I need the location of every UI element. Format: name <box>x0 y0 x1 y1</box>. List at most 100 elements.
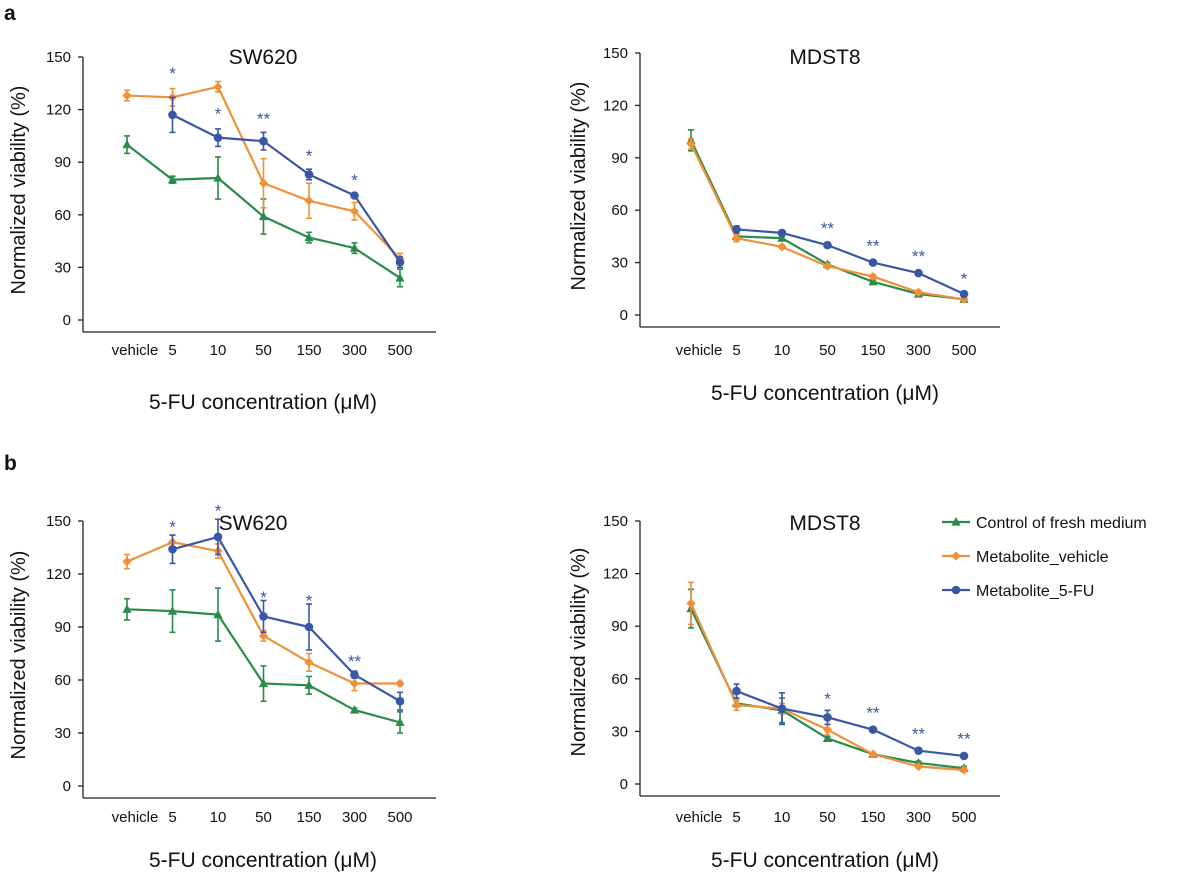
chart-b-mdst8: 0 30 60 90 120 150 vehicle 5 10 50 150 300 500 MDST8 N… <box>568 512 1000 872</box>
significance-mark: ** <box>912 724 926 743</box>
data-point-metabolite-vehicle <box>122 557 132 567</box>
data-point-metabolite-5-fu <box>304 170 314 179</box>
data-point-metabolite-5-fu <box>259 612 268 621</box>
series-line-metabolite-5-fu <box>172 535 401 703</box>
x-tick-label: 5 <box>168 342 176 359</box>
significance-mark: * <box>260 588 267 607</box>
legend-label: Metabolite_vehicle <box>976 549 1109 566</box>
significance-mark: * <box>169 64 176 83</box>
data-point-control-of-fresh-medium <box>304 232 314 242</box>
x-tick-label: 300 <box>342 809 367 826</box>
y-axis-label: Normalized viability (%) <box>8 86 30 295</box>
data-point-metabolite-5-fu <box>395 696 405 706</box>
data-point-metabolite-5-fu <box>168 544 177 554</box>
x-tick-label: 150 <box>296 809 321 826</box>
significance-mark: ** <box>866 236 880 255</box>
data-point-metabolite-vehicle <box>686 139 696 149</box>
y-axis-label: Normalized viability (%) <box>568 548 590 757</box>
y-tick-label: 0 <box>63 312 71 329</box>
x-tick-label: 5 <box>732 342 740 359</box>
legend-marker <box>951 551 961 561</box>
data-point-metabolite-vehicle <box>213 82 223 92</box>
data-point-metabolite-5-fu <box>732 686 741 696</box>
data-point-control-of-fresh-medium <box>167 174 178 184</box>
chart-title: MDST8 <box>789 46 860 69</box>
legend-marker <box>951 585 961 595</box>
y-tick-label: 120 <box>46 102 71 119</box>
significance-mark: * <box>351 171 358 190</box>
y-tick-label: 60 <box>611 671 628 688</box>
data-point-metabolite-vehicle <box>959 765 969 775</box>
data-point-metabolite-vehicle <box>913 761 924 772</box>
data-point-control-of-fresh-medium <box>304 680 314 689</box>
y-tick-label: 30 <box>611 723 628 740</box>
series-line-metabolite-5-fu <box>172 113 401 263</box>
data-point-control-of-fresh-medium <box>822 733 833 743</box>
x-tick-label: 50 <box>255 809 272 826</box>
legend-marker <box>951 517 961 526</box>
legend-item-metabolite-5-fu: Metabolite_5-FU <box>942 583 1094 600</box>
data-point-metabolite-5-fu <box>732 225 741 234</box>
chart-title: SW620 <box>229 46 298 69</box>
data-point-control-of-fresh-medium <box>349 705 360 714</box>
data-point-metabolite-5-fu <box>259 136 268 146</box>
x-tick-label: 10 <box>210 809 227 826</box>
data-point-metabolite-5-fu <box>213 532 223 542</box>
x-tick-label: vehicle <box>676 342 723 359</box>
data-point-control-of-fresh-medium <box>213 172 223 182</box>
data-point-metabolite-vehicle <box>349 678 360 689</box>
y-tick-label: 150 <box>46 49 71 66</box>
data-point-metabolite-vehicle <box>731 233 742 243</box>
x-tick-label: vehicle <box>112 809 159 826</box>
y-tick-label: 90 <box>54 154 71 171</box>
data-point-metabolite-vehicle <box>868 271 878 282</box>
series-metabolite-5-fu <box>732 225 969 299</box>
significance-mark: * <box>961 270 968 289</box>
data-point-metabolite-vehicle <box>122 90 132 101</box>
x-tick-label: 10 <box>774 809 791 826</box>
data-point-metabolite-5-fu <box>868 725 878 734</box>
series-line-metabolite-vehicle <box>689 602 965 772</box>
series-control-of-fresh-medium <box>122 135 405 288</box>
x-tick-label: 150 <box>296 342 321 359</box>
y-tick-label: 120 <box>603 97 628 114</box>
data-point-metabolite-5-fu <box>868 258 878 267</box>
data-point-metabolite-5-fu <box>395 257 405 267</box>
data-point-metabolite-vehicle <box>913 287 924 297</box>
y-tick-label: 30 <box>54 725 71 742</box>
x-tick-label: 5 <box>168 809 176 826</box>
data-point-metabolite-vehicle <box>731 700 742 710</box>
significance-mark: ** <box>866 703 880 722</box>
significance-mark: ** <box>257 110 271 129</box>
x-tick-label: 300 <box>906 809 931 826</box>
y-tick-label: 60 <box>54 207 71 224</box>
legend: Control of fresh medium Metabolite_vehicl… <box>942 515 1147 600</box>
series-control-of-fresh-medium <box>686 588 969 772</box>
data-point-metabolite-5-fu <box>213 133 223 142</box>
data-point-control-of-fresh-medium <box>395 717 405 726</box>
significance-mark: ** <box>821 219 835 238</box>
data-point-control-of-fresh-medium <box>395 272 405 282</box>
data-point-control-of-fresh-medium <box>122 604 132 613</box>
y-axis-label: Normalized viability (%) <box>568 82 590 291</box>
x-tick-label: 50 <box>819 342 836 359</box>
legend-item-metabolite-vehicle: Metabolite_vehicle <box>942 549 1109 566</box>
significance-mark: ** <box>912 247 926 266</box>
x-axis-label: 5-FU concentration (μM) <box>149 391 377 414</box>
data-point-metabolite-vehicle <box>868 749 878 759</box>
data-point-metabolite-5-fu <box>823 240 832 250</box>
panel-label-a: a <box>4 2 16 25</box>
data-point-control-of-fresh-medium <box>258 211 269 221</box>
legend-label: Control of fresh medium <box>976 515 1147 532</box>
x-tick-label: 500 <box>387 342 412 359</box>
series-line-metabolite-5-fu <box>736 228 965 296</box>
x-tick-label: 5 <box>732 809 740 826</box>
x-tick-label: 150 <box>860 342 885 359</box>
data-point-control-of-fresh-medium <box>167 606 178 615</box>
y-tick-label: 90 <box>54 619 71 636</box>
legend-item-control-of-fresh-medium: Control of fresh medium <box>942 515 1147 532</box>
y-tick-label: 150 <box>603 513 628 530</box>
y-tick-label: 120 <box>46 566 71 583</box>
data-point-metabolite-vehicle <box>686 598 696 609</box>
